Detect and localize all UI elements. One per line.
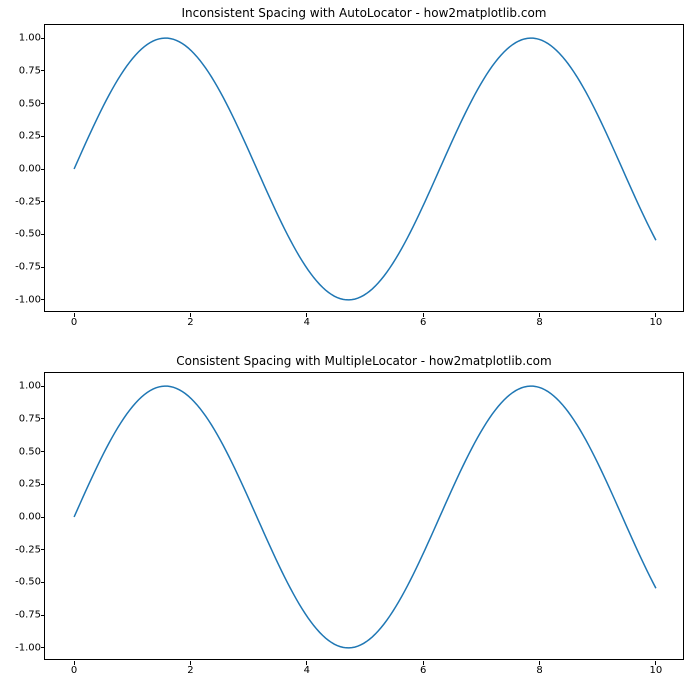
ytick-label: -0.75: [1, 262, 41, 273]
xtick-label: 6: [420, 317, 426, 328]
ytick-label: 0.25: [1, 479, 41, 490]
ytick-label: 0.00: [1, 512, 41, 523]
ytick-mark: [41, 38, 45, 39]
xtick-label: 4: [304, 665, 310, 676]
ytick-mark: [41, 386, 45, 387]
xtick-label: 4: [304, 317, 310, 328]
xtick-label: 10: [650, 665, 663, 676]
ytick-label: 0.50: [1, 446, 41, 457]
ytick-label: -1.00: [1, 642, 41, 653]
ytick-label: -0.50: [1, 229, 41, 240]
ytick-label: 0.75: [1, 413, 41, 424]
ytick-mark: [41, 103, 45, 104]
ytick-mark: [41, 451, 45, 452]
ytick-mark: [41, 647, 45, 648]
ytick-mark: [41, 299, 45, 300]
ytick-label: 1.00: [1, 381, 41, 392]
ytick-label: -1.00: [1, 294, 41, 305]
figure: Inconsistent Spacing with AutoLocator - …: [0, 0, 700, 700]
xtick-label: 8: [536, 317, 542, 328]
ytick-label: -0.50: [1, 577, 41, 588]
ytick-label: -0.25: [1, 544, 41, 555]
ytick-label: 0.00: [1, 164, 41, 175]
xtick-label: 8: [536, 665, 542, 676]
plot-area-top: 0246810-1.00-0.75-0.50-0.250.000.250.500…: [44, 24, 684, 312]
subplot-title: Inconsistent Spacing with AutoLocator - …: [44, 6, 684, 20]
line-series-top: [45, 25, 685, 313]
ytick-label: -0.25: [1, 196, 41, 207]
ytick-label: -0.75: [1, 610, 41, 621]
ytick-label: 1.00: [1, 33, 41, 44]
xtick-label: 6: [420, 665, 426, 676]
subplot-top: Inconsistent Spacing with AutoLocator - …: [44, 24, 684, 334]
ytick-label: 0.50: [1, 98, 41, 109]
ytick-mark: [41, 484, 45, 485]
ytick-mark: [41, 418, 45, 419]
ytick-mark: [41, 267, 45, 268]
xtick-label: 2: [187, 317, 193, 328]
ytick-mark: [41, 549, 45, 550]
xtick-label: 0: [71, 665, 77, 676]
ytick-label: 0.75: [1, 65, 41, 76]
ytick-label: 0.25: [1, 131, 41, 142]
ytick-mark: [41, 70, 45, 71]
subplot-title: Consistent Spacing with MultipleLocator …: [44, 354, 684, 368]
xtick-label: 0: [71, 317, 77, 328]
ytick-mark: [41, 136, 45, 137]
ytick-mark: [41, 517, 45, 518]
ytick-mark: [41, 615, 45, 616]
ytick-mark: [41, 234, 45, 235]
subplot-bottom: Consistent Spacing with MultipleLocator …: [44, 372, 684, 682]
ytick-mark: [41, 582, 45, 583]
xtick-label: 2: [187, 665, 193, 676]
ytick-mark: [41, 201, 45, 202]
xtick-label: 10: [650, 317, 663, 328]
line-series-bottom: [45, 373, 685, 661]
ytick-mark: [41, 169, 45, 170]
plot-area-bottom: 0246810-1.00-0.75-0.50-0.250.000.250.500…: [44, 372, 684, 660]
